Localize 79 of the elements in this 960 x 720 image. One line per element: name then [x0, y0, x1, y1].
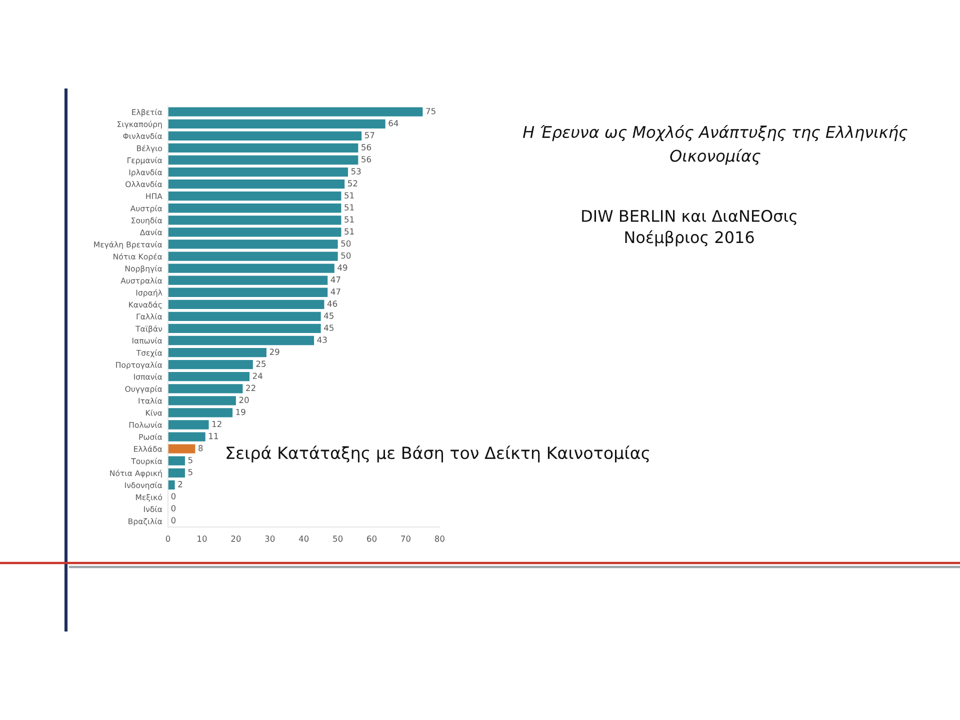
text: Η Έρευνα ως Μοχλός Ανάπτυξης της Ελληνικής Οικονομίας [523, 125, 908, 165]
bar [168, 216, 342, 225]
data-label: 22 [246, 384, 256, 391]
data-label: 75 [426, 108, 436, 114]
bar [168, 372, 250, 382]
data-label: 50 [341, 252, 351, 259]
data-label: 50 [341, 240, 351, 247]
data-label: 47 [330, 276, 340, 283]
annotation: Σειρά Κατάταξης με Βάση τον Δείκτη Καινοτομίας [226, 446, 649, 462]
x-tick-label: 10 [198, 536, 207, 542]
bar [168, 167, 348, 177]
bar [168, 432, 206, 442]
x-tick-label: 80 [434, 536, 444, 542]
bar [168, 204, 342, 213]
text: DIW BERLIN και ΔιαΝΕΟσις Νοέμβριος 2016 [582, 210, 796, 246]
x-tick-label: 0 [166, 536, 170, 542]
data-label: 20 [239, 396, 249, 404]
bar [168, 420, 209, 430]
bar [168, 324, 321, 334]
data-label: 56 [362, 144, 372, 150]
data-label: 52 [348, 180, 358, 186]
bar [168, 300, 324, 309]
bar [168, 408, 233, 418]
data-label: 53 [351, 168, 361, 174]
x-tick-label: 60 [367, 536, 377, 542]
bar [168, 143, 358, 153]
x-tick-label: 50 [333, 536, 343, 542]
data-label: 8 [198, 444, 203, 452]
bar [168, 312, 321, 322]
bar [168, 131, 362, 140]
data-label: 0 [171, 505, 176, 512]
data-label: 51 [344, 192, 354, 199]
data-label: 51 [344, 228, 354, 235]
data-label: 5 [188, 469, 192, 476]
bar [168, 240, 338, 249]
bar [168, 179, 345, 189]
data-label: 64 [388, 120, 398, 126]
bar [168, 107, 423, 116]
bar [168, 155, 358, 165]
bar [168, 348, 266, 358]
data-label: 45 [324, 324, 334, 331]
bar [168, 468, 185, 478]
bar [168, 480, 175, 490]
bar [168, 444, 196, 454]
data-label: 51 [344, 216, 354, 223]
data-label: 5 [188, 457, 192, 464]
data-label: 19 [236, 408, 246, 416]
data-label: 2 [178, 481, 182, 488]
x-tick-label: 30 [265, 536, 275, 542]
bar [168, 264, 334, 273]
bar [168, 288, 328, 297]
data-label: 0 [171, 517, 176, 524]
data-label: 25 [256, 360, 266, 367]
bar [168, 192, 342, 201]
data-label: 12 [212, 420, 222, 428]
data-label: 0 [171, 493, 176, 500]
data-label: 57 [364, 132, 374, 138]
bar [168, 396, 236, 406]
data-label: 43 [317, 336, 327, 343]
bar [168, 276, 328, 285]
x-tick-label: 40 [298, 536, 309, 542]
bar [168, 336, 314, 346]
bar [168, 360, 253, 370]
data-label: 56 [362, 156, 372, 162]
bar [168, 228, 342, 237]
data-label: 46 [327, 300, 338, 307]
data-label: 49 [338, 264, 348, 271]
data-label: 45 [324, 312, 334, 319]
bar [168, 252, 338, 261]
x-tick-label: 20 [231, 536, 241, 542]
x-tick-label: 70 [401, 536, 410, 542]
bar [168, 119, 386, 128]
data-label: 11 [209, 433, 218, 440]
data-label: 47 [330, 288, 340, 295]
data-label: 24 [252, 372, 262, 379]
bar [168, 456, 185, 466]
data-label: 51 [344, 204, 354, 211]
data-label: 29 [270, 348, 280, 355]
bar [168, 384, 243, 394]
